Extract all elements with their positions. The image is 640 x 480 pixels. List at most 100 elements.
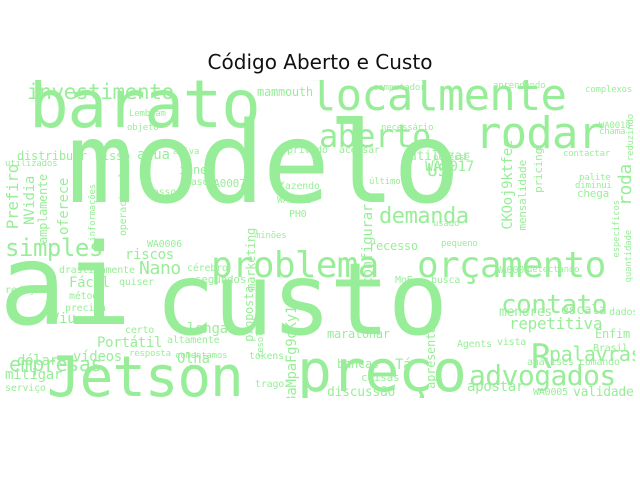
word-resposta: resposta [129, 349, 171, 359]
word-wa0018: WA0018 [599, 121, 631, 131]
word-advogados: advogados [469, 359, 616, 392]
word-aprendendo: aprendendo [493, 81, 546, 91]
word-aberto: aberto [319, 117, 431, 155]
word-mwq-id: mWq3aMpaFg9oKy1 [284, 306, 300, 398]
word-quiser: quiser [119, 277, 154, 288]
word-drasticamente: drasticamente [59, 265, 135, 276]
word-repetitiva: repetitiva [509, 314, 603, 333]
word-mensalidade: mensalidade [516, 160, 529, 231]
word-chama: chama [599, 127, 626, 137]
word-ativa: ativa [173, 147, 200, 157]
word-validade: validade [573, 385, 634, 398]
word-maratonar: maratonar [327, 327, 390, 341]
word-barato: barato [29, 80, 261, 143]
word-computador: computador [373, 83, 426, 93]
word-recesso: recesso [369, 239, 418, 253]
word-inner: inner [179, 163, 214, 177]
word-contactar: contactar [563, 149, 611, 159]
word-custo: custo [155, 241, 448, 358]
word-tokens: tokens [249, 351, 284, 362]
word-olha: Olha [177, 351, 210, 367]
word-especificos: específicos [612, 200, 622, 258]
word-demanda: demanda [379, 204, 469, 229]
word-busca: busca [431, 275, 461, 286]
word-detectando: detectando [527, 265, 580, 275]
word-ph0: PH0 [289, 209, 307, 220]
word-preco: preço [297, 337, 467, 398]
word-atua: atua [137, 147, 170, 163]
word-viu: Viu [51, 311, 76, 327]
word-mammouth: mammouth [257, 85, 313, 99]
word-escala: escala [561, 303, 607, 318]
word-necessario: necessário [381, 123, 434, 133]
word-comentamos: comentamos [175, 351, 228, 361]
word-modelo: modelo [67, 99, 460, 229]
word-diminui: diminui [575, 181, 612, 191]
word-wa0004: WA0004 [495, 265, 530, 276]
word-trago: trago [255, 379, 285, 390]
word-token-id: CKOoj9ktfec [500, 140, 516, 230]
word-servico: serviço [5, 383, 46, 394]
word-quantidade: quantidade [624, 230, 634, 283]
word-wa0017: WA0017 [425, 159, 474, 175]
word-operacional: operacional [118, 172, 129, 237]
word-informacoes: informações [88, 184, 98, 242]
word-nvidia: NVidia [22, 176, 38, 225]
word-riscos: riscos [125, 247, 174, 263]
word-pricing: pricing [532, 148, 545, 193]
word-jetson: Jetson [47, 345, 244, 399]
word-orcamento: orçamento [417, 245, 606, 286]
word-apostar: apostar [467, 379, 525, 395]
chart-title: Código Aberto e Custo [207, 50, 433, 74]
word-agents: Agents [457, 339, 492, 350]
word-amplamente: amplamente [36, 174, 50, 244]
word-localmente: localmente [310, 80, 567, 121]
word-reduzindo: reduzindo [626, 114, 635, 162]
word-r: R [531, 337, 551, 377]
word-objeto: objeto [127, 123, 159, 133]
word-longa: longa [187, 321, 228, 337]
word-altamente: altamente [167, 335, 220, 346]
word-analises: análises [527, 357, 574, 368]
word-palavras: palavras [549, 342, 635, 366]
word-caso: caso [185, 177, 209, 188]
word-mitigar: mitigar [5, 367, 63, 383]
word-vista: vista [497, 337, 527, 348]
word-discussao: discussão [327, 385, 396, 398]
word-resolver: resolver [256, 316, 266, 358]
word-apresenta: apresenta [424, 326, 438, 389]
word-pequeno: pequeno [441, 239, 478, 249]
word-portatil: Portátil [97, 335, 163, 351]
word-moe: MoE [395, 275, 413, 286]
word-metodo: método [69, 291, 104, 302]
word-dados: dados [609, 307, 635, 318]
word-wa0003: WA0003 [277, 195, 312, 206]
word-lembram: Lembram [129, 109, 166, 119]
word-us: US [427, 160, 448, 181]
word-palite: palite [579, 173, 611, 183]
word-nano: Nano [139, 258, 181, 279]
word-acessar: acessar [339, 145, 380, 156]
word-brasil: Brasil [593, 343, 628, 354]
word-videos: vídeos [73, 349, 122, 365]
word-utilizar: utilizar [409, 149, 470, 164]
word-problema: problema [211, 245, 379, 286]
word-privado: privado [287, 145, 328, 156]
word-enfim: Enfim [595, 327, 630, 341]
word-facil: Fácil [69, 275, 110, 291]
word-wa0006: WA0006 [147, 239, 182, 250]
word-reducao: redução [5, 285, 46, 296]
word-utilizados: utilizados [5, 159, 58, 169]
word-cloud: modelo ai custo barato localmente Jetson… [5, 80, 635, 398]
word-ta: Tá [395, 357, 412, 373]
word-rodar: rodar [475, 108, 604, 159]
word-oferece: oferece [56, 178, 72, 236]
word-prefiro: Prefiro [5, 164, 22, 230]
word-dolares: dólares [17, 353, 75, 369]
word-complexos: complexos [585, 85, 633, 95]
word-disso: disso [95, 149, 130, 163]
word-bancas: bancas [337, 357, 379, 371]
word-ultimo: último [369, 177, 401, 187]
word-fazendo: fazendo [279, 181, 320, 192]
word-proposta: proposta [242, 286, 256, 342]
